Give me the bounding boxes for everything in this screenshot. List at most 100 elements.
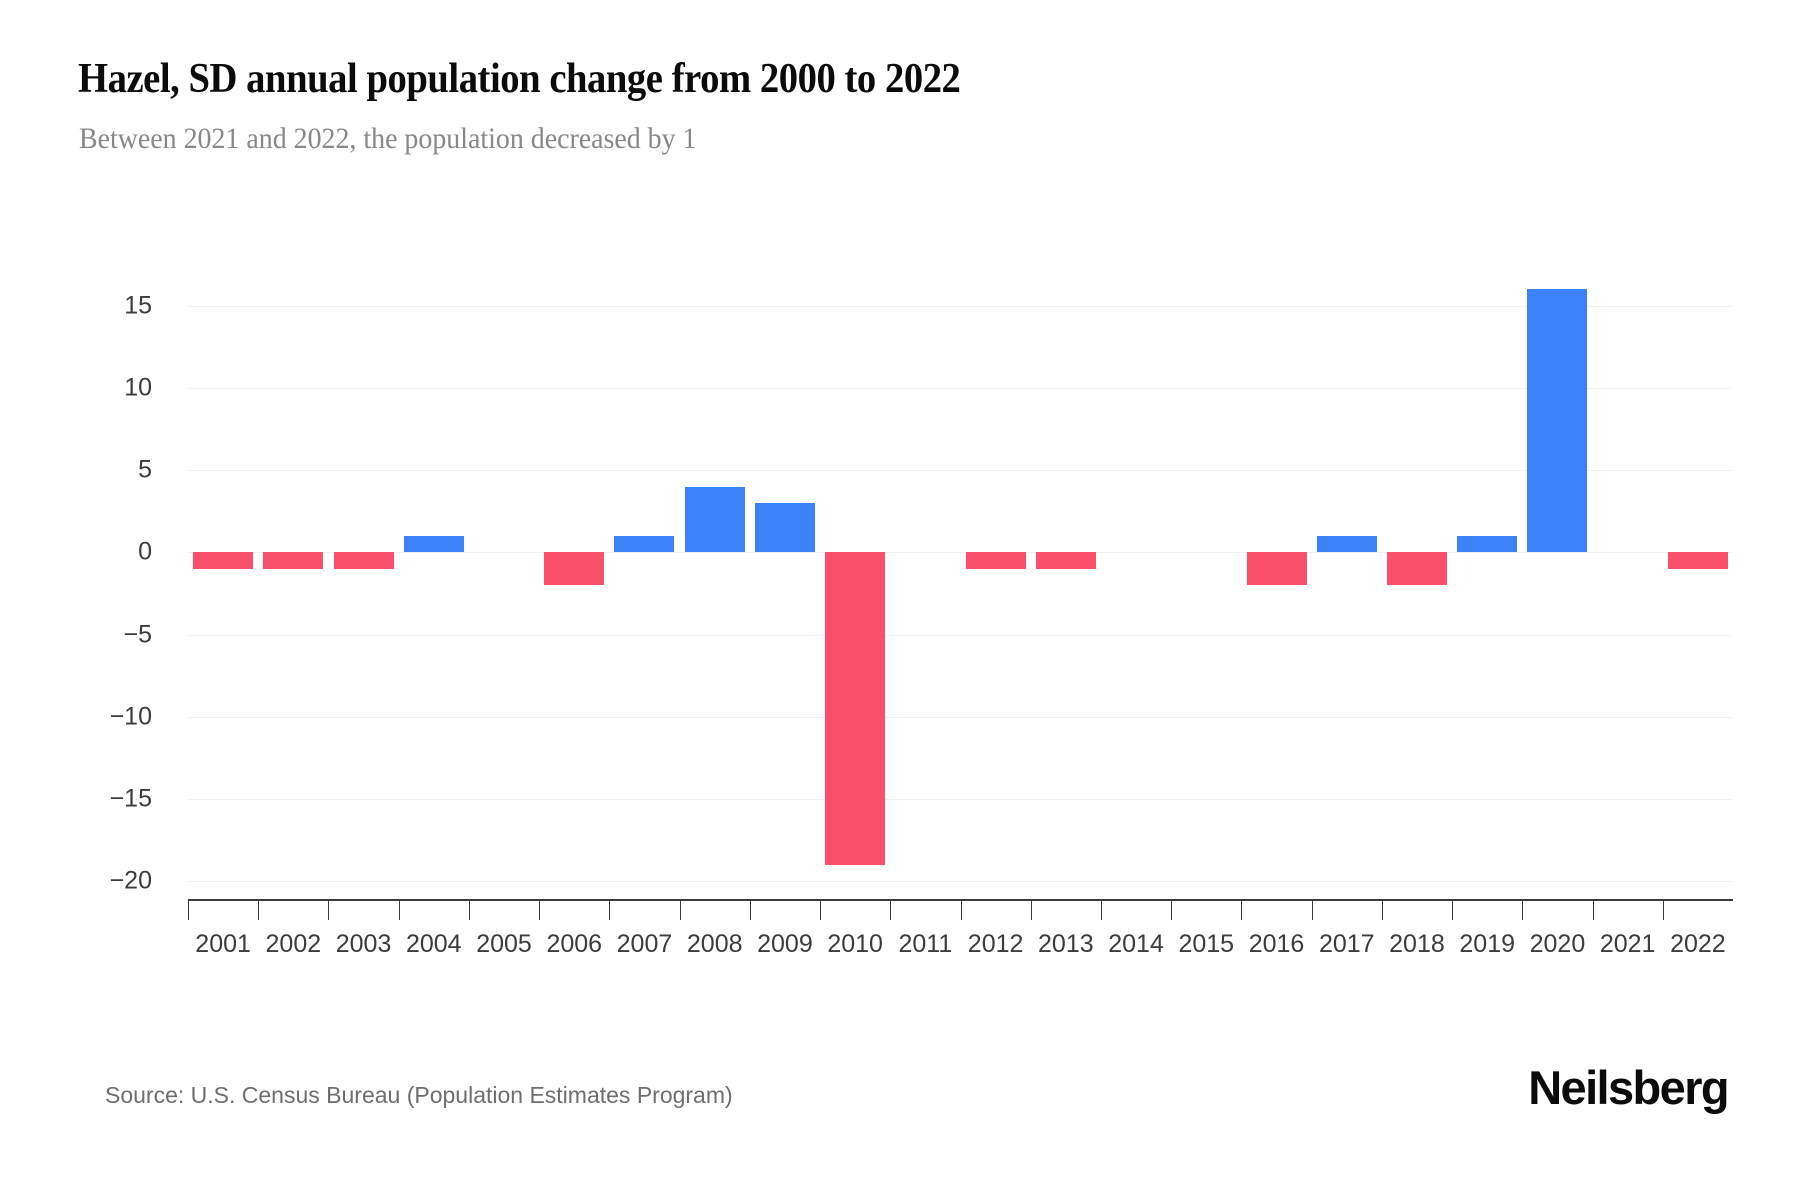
bar[interactable] <box>754 503 815 553</box>
bar[interactable] <box>1667 552 1728 569</box>
plot-area <box>188 240 1733 901</box>
x-axis-tick-label: 2008 <box>686 930 743 958</box>
bar[interactable] <box>263 552 324 569</box>
bar-slot[interactable] <box>609 240 679 901</box>
bar-slot[interactable] <box>1312 240 1382 901</box>
bar-slot[interactable] <box>680 240 750 901</box>
x-axis-tick <box>820 901 822 920</box>
bar[interactable] <box>825 552 886 865</box>
x-axis-tick <box>1171 901 1173 920</box>
x-axis-tick <box>1100 901 1102 920</box>
gridline <box>188 470 1733 472</box>
x-axis-tick <box>328 901 330 920</box>
bar-slot[interactable] <box>1593 240 1663 901</box>
bar-slot[interactable] <box>469 240 539 901</box>
gridline <box>188 881 1733 883</box>
bar-slot[interactable] <box>1171 240 1241 901</box>
x-axis-tick <box>1030 901 1032 920</box>
gridline <box>188 634 1733 636</box>
bar-slot[interactable] <box>1382 240 1452 901</box>
bar-slot[interactable] <box>258 240 328 901</box>
y-axis-tick-label: −5 <box>123 620 152 649</box>
bar[interactable] <box>333 552 394 569</box>
bar[interactable] <box>1457 535 1518 553</box>
x-axis-tick <box>609 901 611 920</box>
bar[interactable] <box>544 552 605 586</box>
y-axis-tick-label: 10 <box>124 373 152 402</box>
gridline <box>188 552 1733 554</box>
bar-slot[interactable] <box>750 240 820 901</box>
x-axis-tick <box>1662 901 1664 920</box>
bar-slot[interactable] <box>890 240 960 901</box>
x-axis-tick-label: 2021 <box>1599 930 1656 958</box>
bar[interactable] <box>1316 535 1377 553</box>
x-axis-tick <box>539 901 541 920</box>
x-axis-labels: 2001 2002 2003 2004 2005 2006 2007 2008 2009 2010… <box>188 930 1733 970</box>
x-axis-ticks <box>188 901 1733 921</box>
bar-slot[interactable] <box>820 240 890 901</box>
bar[interactable] <box>1246 552 1307 586</box>
x-axis-tick-label: 2020 <box>1529 930 1586 958</box>
gridline <box>188 387 1733 389</box>
bar-slot[interactable] <box>539 240 609 901</box>
page-subtitle: Between 2021 and 2022, the population de… <box>79 122 697 155</box>
y-axis-tick-label: 0 <box>138 537 152 566</box>
bar-slot[interactable] <box>328 240 398 901</box>
bar[interactable] <box>684 486 745 553</box>
y-axis-labels: 15 10 5 0 −5 −10 −15 −20 <box>0 240 170 901</box>
x-axis-tick-label: 2009 <box>757 930 813 958</box>
source-note: Source: U.S. Census Bureau (Population E… <box>105 1082 733 1108</box>
x-axis-tick-label: 2010 <box>827 930 883 958</box>
x-axis-tick-label: 2016 <box>1248 930 1305 958</box>
bar[interactable] <box>193 552 254 569</box>
bar-slot[interactable] <box>1101 240 1171 901</box>
bar-slot[interactable] <box>399 240 469 901</box>
bar-slot[interactable] <box>1452 240 1522 901</box>
page-title: Hazel, SD annual population change from … <box>78 56 961 102</box>
bar-series <box>188 240 1733 901</box>
y-axis-tick-label: 5 <box>138 455 152 484</box>
y-axis-tick-label: 15 <box>124 291 152 320</box>
x-axis-tick-label: 2005 <box>476 930 532 958</box>
x-axis-tick-label: 2013 <box>1038 930 1094 958</box>
x-axis-tick <box>749 901 751 920</box>
bar-slot[interactable] <box>1663 240 1733 901</box>
y-axis-tick-label: −10 <box>109 702 152 731</box>
bar-slot[interactable] <box>961 240 1031 901</box>
bar-slot[interactable] <box>1241 240 1311 901</box>
bar[interactable] <box>1527 289 1588 553</box>
x-axis-tick <box>258 901 260 920</box>
x-axis-tick <box>679 901 681 920</box>
bar-slot[interactable] <box>1031 240 1101 901</box>
x-axis-tick-label: 2002 <box>265 930 322 958</box>
bar[interactable] <box>1386 552 1447 586</box>
x-axis-tick-label: 2019 <box>1459 930 1516 958</box>
x-axis-tick <box>398 901 400 920</box>
x-axis-tick-label: 2007 <box>616 930 673 958</box>
x-axis-tick <box>188 901 189 920</box>
x-axis-tick-label: 2018 <box>1389 930 1445 958</box>
bar[interactable] <box>1035 552 1096 569</box>
x-axis-tick <box>1241 901 1243 920</box>
x-axis-tick-label: 2014 <box>1108 930 1164 958</box>
bar[interactable] <box>403 535 464 553</box>
gridline <box>188 716 1733 718</box>
gridline <box>188 305 1733 307</box>
bar-slot[interactable] <box>1522 240 1592 901</box>
x-axis-tick-label: 2001 <box>195 930 251 958</box>
x-axis-tick <box>1452 901 1454 920</box>
x-axis-tick-label: 2017 <box>1318 930 1375 958</box>
y-axis-tick-label: −20 <box>109 866 152 895</box>
x-axis-line <box>188 899 1733 901</box>
x-axis-tick <box>1311 901 1313 920</box>
brand-logo: Neilsberg <box>1528 1061 1729 1114</box>
x-axis-tick-label: 2022 <box>1670 930 1726 958</box>
x-axis-tick <box>1592 901 1594 920</box>
bar[interactable] <box>965 552 1026 569</box>
x-axis-tick-label: 2012 <box>967 930 1024 958</box>
x-axis-tick <box>890 901 892 920</box>
bar-slot[interactable] <box>188 240 258 901</box>
y-axis-tick-label: −15 <box>109 784 152 813</box>
bar[interactable] <box>614 535 675 553</box>
gridline <box>188 799 1733 801</box>
